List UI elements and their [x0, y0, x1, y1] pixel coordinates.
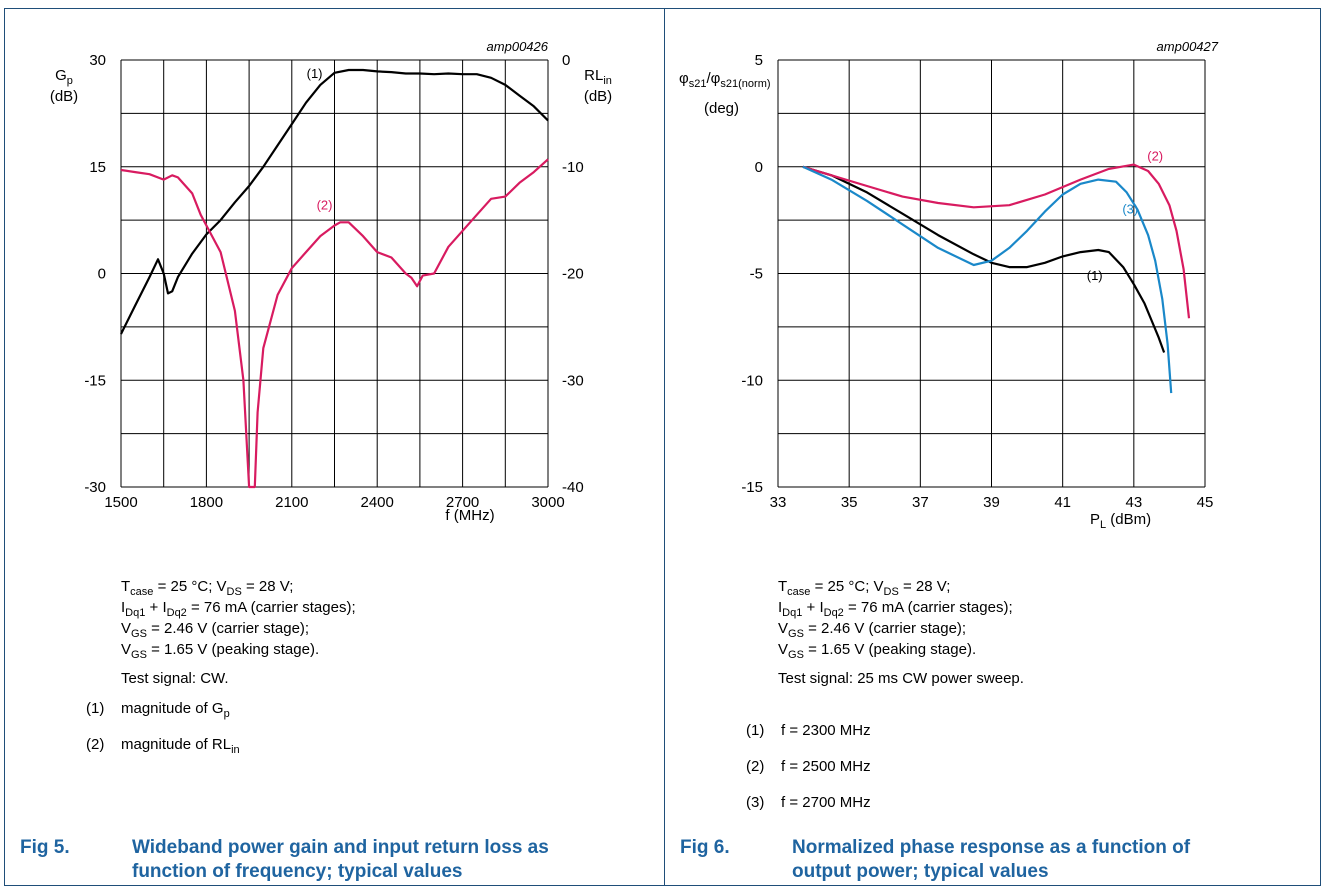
chart5-series-label: (1) — [307, 66, 323, 81]
chart5-ytick-label-right: -40 — [562, 479, 584, 496]
chart6-series-label: (1) — [1087, 268, 1103, 283]
legend-item: (1) magnitude of Gp — [86, 700, 230, 720]
svg-text:PL (dBm): PL (dBm) — [1090, 511, 1151, 531]
chart6-xtick-label: 45 — [1197, 494, 1214, 511]
legend-item: (1) f = 2300 MHz — [746, 722, 871, 739]
chart6-ytick-label: 0 — [755, 159, 763, 176]
chart5-xtick-label: 1500 — [104, 494, 137, 511]
chart5-ytick-label-right: -20 — [562, 266, 584, 283]
chart6-xlabel: PL (dBm) — [1090, 511, 1151, 531]
svg-text:(deg): (deg) — [704, 100, 739, 117]
chart6-ytick-label: -10 — [741, 372, 763, 389]
chart6-xtick-label: 41 — [1054, 494, 1071, 511]
test-signal: Test signal: 25 ms CW power sweep. — [778, 670, 1024, 687]
svg-text:(dB): (dB) — [50, 88, 78, 105]
figure-number: Fig 5. — [20, 837, 70, 858]
legend-item: (3) f = 2700 MHz — [746, 794, 871, 811]
chart5-id: amp00426 — [487, 39, 549, 54]
chart6-series-line — [802, 163, 1191, 319]
svg-text:RLin: RLin — [584, 67, 612, 87]
figure-title: Normalized phase response as a function … — [792, 837, 1191, 882]
legend-item: (2) magnitude of RLin — [86, 736, 240, 756]
chart6-ylabel: φs21/φs21(norm) (deg) — [679, 70, 771, 117]
chart5-ytick-label-right: -10 — [562, 159, 584, 176]
chart5-xtick-label: 3000 — [531, 494, 564, 511]
chart6-ytick-label: 5 — [755, 52, 763, 69]
chart6-series-line — [802, 165, 1173, 394]
chart5-ytick-label: -30 — [84, 479, 106, 496]
chart5-ylabel-right: RLin (dB) — [584, 67, 612, 105]
chart5-xtick-label: 2400 — [361, 494, 394, 511]
chart5-xlabel: f (MHz) — [445, 507, 494, 524]
condition-line: IDq1 + IDq2 = 76 mA (carrier stages); — [121, 599, 356, 619]
condition-line: IDq1 + IDq2 = 76 mA (carrier stages); — [778, 599, 1013, 619]
chart5-xtick-label: 1800 — [190, 494, 223, 511]
chart5-ytick-label: 0 — [98, 266, 106, 283]
chart5-ytick-label: 30 — [89, 52, 106, 69]
chart6-xtick-label: 43 — [1125, 494, 1142, 511]
condition-line: VGS = 1.65 V (peaking stage). — [121, 641, 320, 661]
test-signal: Test signal: CW. — [121, 670, 229, 687]
chart6-series-label: (2) — [1147, 148, 1163, 163]
chart5-ytick-label: 15 — [89, 159, 106, 176]
chart6-xtick-label: 35 — [841, 494, 858, 511]
condition-line: Tcase = 25 °C; VDS = 28 V; — [778, 578, 951, 598]
chart6-xtick-label: 39 — [983, 494, 1000, 511]
chart5-xtick-label: 2700 — [446, 494, 479, 511]
figure-title: Wideband power gain and input return los… — [132, 837, 549, 882]
svg-text:φs21/φs21(norm): φs21/φs21(norm) — [679, 70, 771, 90]
svg-text:(dB): (dB) — [584, 88, 612, 105]
chart5-ylabel-left: Gp (dB) — [50, 67, 78, 105]
figure-6-panel — [664, 8, 1321, 886]
svg-text:Gp: Gp — [55, 67, 73, 87]
condition-line: Tcase = 25 °C; VDS = 28 V; — [121, 578, 294, 598]
chart6-xtick-label: 33 — [770, 494, 787, 511]
figure-number: Fig 6. — [680, 837, 730, 858]
legend-item: (2) f = 2500 MHz — [746, 758, 871, 775]
condition-line: VGS = 2.46 V (carrier stage); — [778, 620, 967, 640]
chart6-ytick-label: -15 — [741, 479, 763, 496]
chart5-ytick-label-right: 0 — [562, 52, 570, 69]
chart5-series-line — [120, 158, 549, 489]
chart6-series-label: (3) — [1122, 202, 1138, 217]
chart5-series-line — [120, 68, 549, 335]
chart5-ytick-label-right: -30 — [562, 372, 584, 389]
chart6-series-line — [802, 165, 1166, 353]
chart5-xtick-label: 2100 — [275, 494, 308, 511]
figure-5-conditions: Tcase = 25 °C; VDS = 28 V; IDq1 + IDq2 =… — [121, 576, 356, 689]
chart5-ytick-label: -15 — [84, 372, 106, 389]
chart6-xtick-label: 37 — [912, 494, 929, 511]
condition-line: VGS = 1.65 V (peaking stage). — [778, 641, 977, 661]
chart5-series-label: (2) — [317, 197, 333, 212]
chart6-ytick-label: -5 — [750, 266, 763, 283]
chart6-id: amp00427 — [1157, 39, 1219, 54]
figure-6-conditions: Tcase = 25 °C; VDS = 28 V; IDq1 + IDq2 =… — [778, 576, 1024, 689]
condition-line: VGS = 2.46 V (carrier stage); — [121, 620, 310, 640]
